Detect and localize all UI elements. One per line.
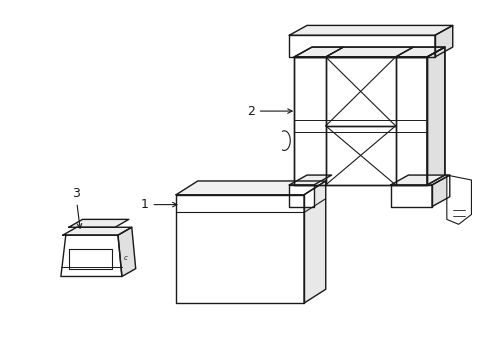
Polygon shape — [294, 47, 444, 57]
Text: 1: 1 — [141, 198, 177, 211]
Polygon shape — [176, 195, 304, 303]
Polygon shape — [61, 235, 122, 276]
Polygon shape — [294, 57, 426, 185]
Polygon shape — [289, 175, 331, 185]
Text: 3: 3 — [72, 187, 81, 228]
Polygon shape — [434, 26, 452, 57]
Polygon shape — [395, 57, 426, 185]
Polygon shape — [390, 175, 449, 185]
Polygon shape — [426, 47, 444, 185]
Polygon shape — [176, 181, 325, 195]
Polygon shape — [294, 47, 343, 57]
Polygon shape — [294, 57, 325, 185]
Text: 2: 2 — [246, 105, 291, 118]
Polygon shape — [69, 219, 128, 227]
Polygon shape — [426, 47, 444, 185]
Text: c: c — [123, 255, 127, 261]
Polygon shape — [63, 227, 131, 235]
Polygon shape — [395, 47, 444, 57]
Polygon shape — [118, 227, 136, 276]
Polygon shape — [446, 175, 470, 224]
Polygon shape — [325, 47, 412, 57]
Polygon shape — [431, 175, 449, 207]
Polygon shape — [289, 35, 434, 57]
Polygon shape — [304, 181, 325, 303]
Polygon shape — [289, 185, 313, 207]
Polygon shape — [325, 126, 395, 185]
Polygon shape — [289, 26, 452, 35]
Polygon shape — [390, 185, 431, 207]
Polygon shape — [325, 57, 395, 126]
